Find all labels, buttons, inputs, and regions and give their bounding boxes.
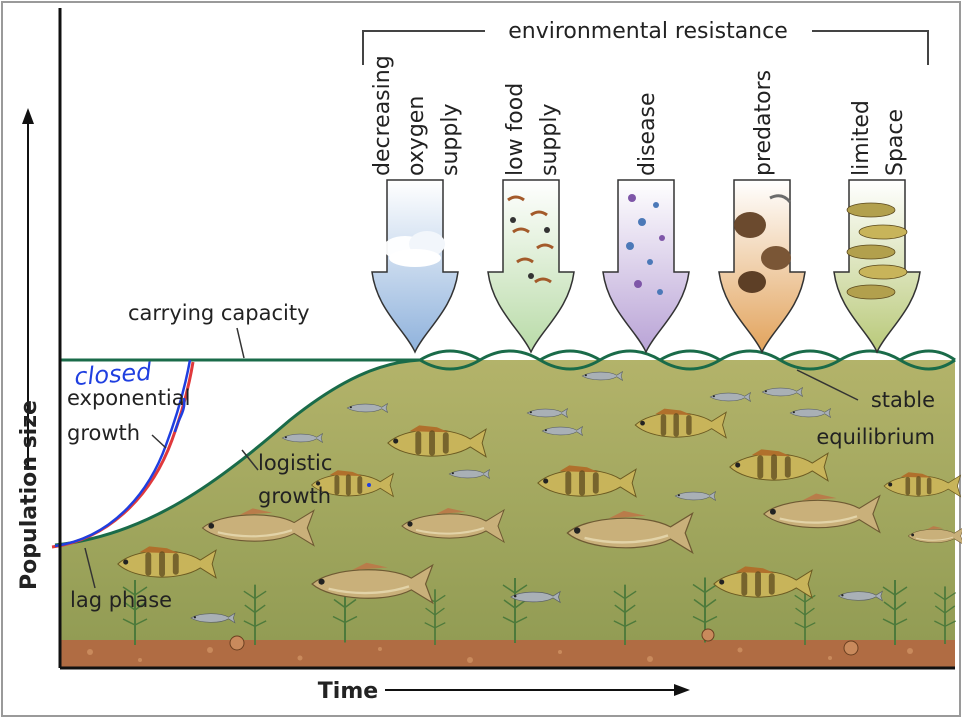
resistance-factor-label: disease <box>635 92 660 176</box>
resistance-factor-label: low food <box>503 83 528 176</box>
crowded-fish-icon <box>846 202 908 300</box>
predator-animals-icon <box>734 194 792 293</box>
exponential-growth-curve-annotation <box>54 359 192 548</box>
resistance-factor-label: predators <box>751 70 776 176</box>
exponential-growth-label-line2: growth <box>67 421 140 445</box>
logistic-growth-curve <box>54 358 421 547</box>
exponential-growth-label-line1: exponential <box>67 386 190 410</box>
lag-phase-leader <box>84 547 96 589</box>
environmental-resistance-title: environmental resistance <box>508 19 788 44</box>
exponential-growth-leader <box>151 434 167 449</box>
logistic-growth-leader <box>241 449 259 471</box>
logistic-growth-label-line1: logistic <box>258 451 332 475</box>
environmental-resistance-bracket <box>362 30 929 65</box>
resistance-factor-2: low food supply <box>487 83 575 354</box>
x-axis-label: Time <box>318 679 378 704</box>
handwritten-annotation: closed <box>73 358 153 391</box>
handwritten-strike <box>173 397 186 433</box>
resistance-factor-label: supply <box>438 104 463 176</box>
resistance-factor-4: predators <box>718 70 806 354</box>
resistance-arrow <box>602 179 690 354</box>
environmental-resistance-factors: decreasing oxygen supply low food supply dise… <box>370 55 921 354</box>
y-axis-arrow <box>22 108 34 470</box>
equilibrium-bumps <box>419 349 956 362</box>
resistance-factor-3: disease <box>602 92 690 354</box>
snail-icons <box>229 628 859 656</box>
stable-equilibrium-leader <box>796 369 859 401</box>
annotation-dot <box>367 483 371 487</box>
resistance-factor-label: Space <box>883 109 908 176</box>
carrying-capacity-leader <box>236 327 245 359</box>
resistance-factor-label: oxygen <box>404 96 429 176</box>
food-organisms-icon <box>507 195 554 284</box>
resistance-factor-1: decreasing oxygen supply <box>370 55 463 354</box>
lag-phase-label: lag phase <box>70 588 172 612</box>
stable-equilibrium-oscillation <box>419 349 956 371</box>
cloud-sky-icon <box>383 231 445 267</box>
stable-equilibrium-label-line2: equilibrium <box>816 425 935 449</box>
resistance-factor-label: supply <box>537 104 562 176</box>
pond-sediment <box>60 640 955 668</box>
stable-equilibrium-label-line1: stable <box>871 388 935 412</box>
resistance-factor-5: limited Space <box>833 100 921 354</box>
x-axis-arrow <box>385 684 690 696</box>
carrying-capacity-label: carrying capacity <box>128 301 310 325</box>
resistance-factor-label: limited <box>849 100 874 176</box>
resistance-factor-label: decreasing <box>370 55 395 176</box>
logistic-growth-label-line2: growth <box>258 484 331 508</box>
microbes-icon <box>626 194 665 295</box>
sediment-pebbles <box>87 647 913 663</box>
resistance-arrow <box>487 179 575 354</box>
resistance-arrow <box>718 179 806 354</box>
y-axis-label: Population size <box>17 400 42 590</box>
